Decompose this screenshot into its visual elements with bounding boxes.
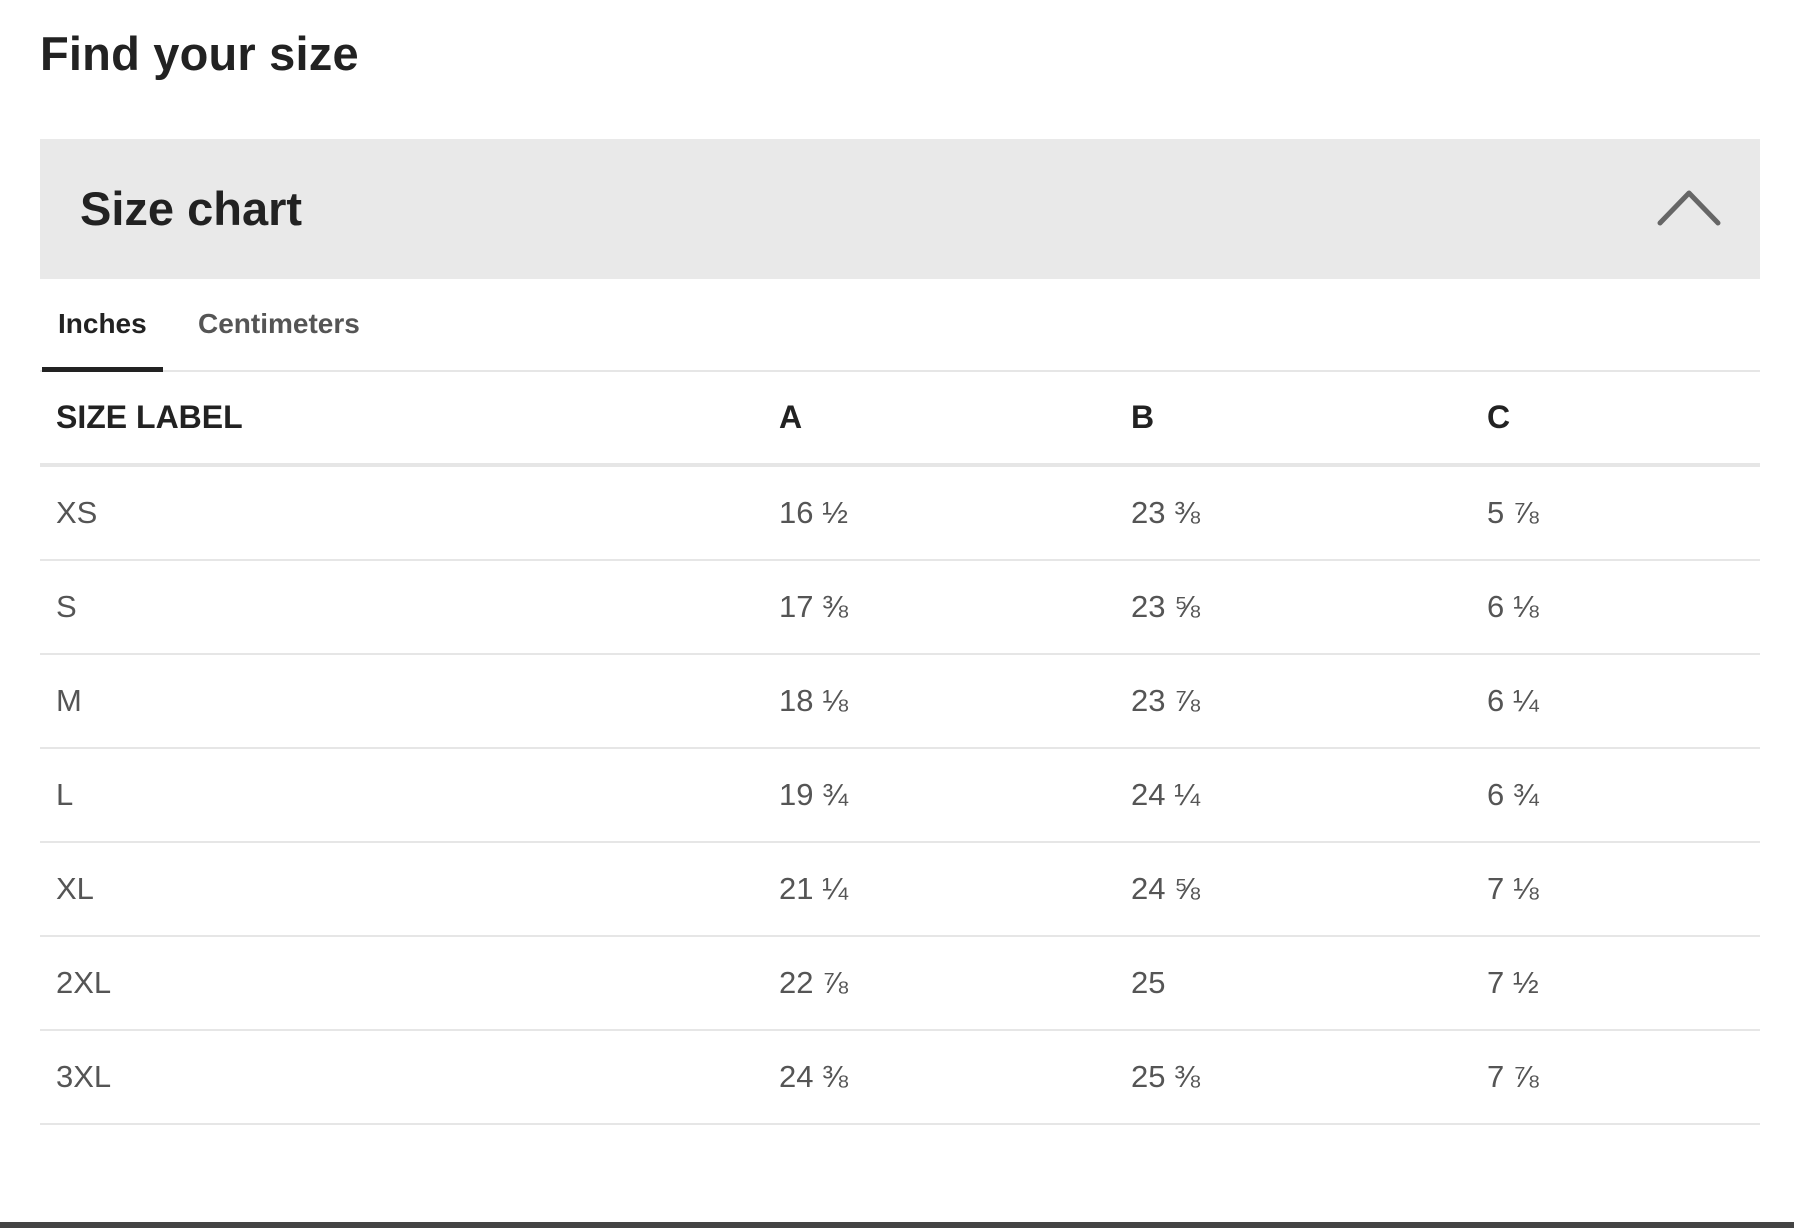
table-row: L 19 ¾ 24 ¼ 6 ¾ xyxy=(40,748,1760,843)
unit-tabs: Inches Centimeters xyxy=(40,279,1760,372)
measurement-b-cell: 23 ⅞ xyxy=(1115,654,1471,749)
measurement-a-cell: 17 ⅜ xyxy=(763,560,1115,655)
table-row: S 17 ⅜ 23 ⅝ 6 ⅛ xyxy=(40,560,1760,655)
measurement-b-cell: 23 ⅜ xyxy=(1115,465,1471,561)
page-bottom-edge xyxy=(0,1222,1794,1228)
measurement-c-cell: 6 ⅛ xyxy=(1471,560,1760,655)
size-label-cell: XS xyxy=(40,465,763,561)
active-tab-indicator xyxy=(42,367,163,372)
measurement-c-cell: 7 ⅞ xyxy=(1471,1030,1760,1125)
column-header-b: B xyxy=(1115,372,1471,467)
table-row: XS 16 ½ 23 ⅜ 5 ⅞ xyxy=(40,465,1760,561)
measurement-c-cell: 6 ¾ xyxy=(1471,748,1760,843)
size-label-cell: M xyxy=(40,654,763,749)
measurement-b-cell: 23 ⅝ xyxy=(1115,560,1471,655)
measurement-b-cell: 24 ¼ xyxy=(1115,748,1471,843)
column-header-c: C xyxy=(1471,372,1760,467)
measurement-c-cell: 5 ⅞ xyxy=(1471,465,1760,561)
measurement-b-cell: 24 ⅝ xyxy=(1115,842,1471,937)
table-row: 2XL 22 ⅞ 25 7 ½ xyxy=(40,936,1760,1031)
table-row: M 18 ⅛ 23 ⅞ 6 ¼ xyxy=(40,654,1760,749)
column-header-size-label: SIZE LABEL xyxy=(40,372,763,467)
tab-centimeters[interactable]: Centimeters xyxy=(198,308,360,339)
chevron-up-icon[interactable] xyxy=(1656,183,1722,229)
size-label-cell: XL xyxy=(40,842,763,937)
measurement-a-cell: 21 ¼ xyxy=(763,842,1115,937)
measurement-a-cell: 18 ⅛ xyxy=(763,654,1115,749)
measurement-c-cell: 7 ⅛ xyxy=(1471,842,1760,937)
accordion-title: Size chart xyxy=(80,182,303,235)
size-table: SIZE LABEL A B C XS 16 ½ 23 ⅜ 5 ⅞ S 17 ⅜… xyxy=(40,372,1760,1125)
size-label-cell: L xyxy=(40,748,763,843)
size-label-cell: 3XL xyxy=(40,1030,763,1125)
table-row: XL 21 ¼ 24 ⅝ 7 ⅛ xyxy=(40,842,1760,937)
table-header-row: SIZE LABEL A B C xyxy=(40,372,1760,467)
table-body: XS 16 ½ 23 ⅜ 5 ⅞ S 17 ⅜ 23 ⅝ 6 ⅛ M 18 ⅛ … xyxy=(40,465,1760,1125)
measurement-c-cell: 6 ¼ xyxy=(1471,654,1760,749)
table-row: 3XL 24 ⅜ 25 ⅜ 7 ⅞ xyxy=(40,1030,1760,1125)
measurement-b-cell: 25 xyxy=(1115,936,1471,1031)
measurement-a-cell: 22 ⅞ xyxy=(763,936,1115,1031)
size-label-cell: S xyxy=(40,560,763,655)
measurement-c-cell: 7 ½ xyxy=(1471,936,1760,1031)
size-label-cell: 2XL xyxy=(40,936,763,1031)
measurement-b-cell: 25 ⅜ xyxy=(1115,1030,1471,1125)
measurement-a-cell: 16 ½ xyxy=(763,465,1115,561)
size-chart-accordion-header[interactable]: Size chart xyxy=(40,139,1760,279)
tab-inches[interactable]: Inches xyxy=(58,308,147,339)
measurement-a-cell: 24 ⅜ xyxy=(763,1030,1115,1125)
page-title: Find your size xyxy=(40,27,359,80)
measurement-a-cell: 19 ¾ xyxy=(763,748,1115,843)
column-header-a: A xyxy=(763,372,1115,467)
